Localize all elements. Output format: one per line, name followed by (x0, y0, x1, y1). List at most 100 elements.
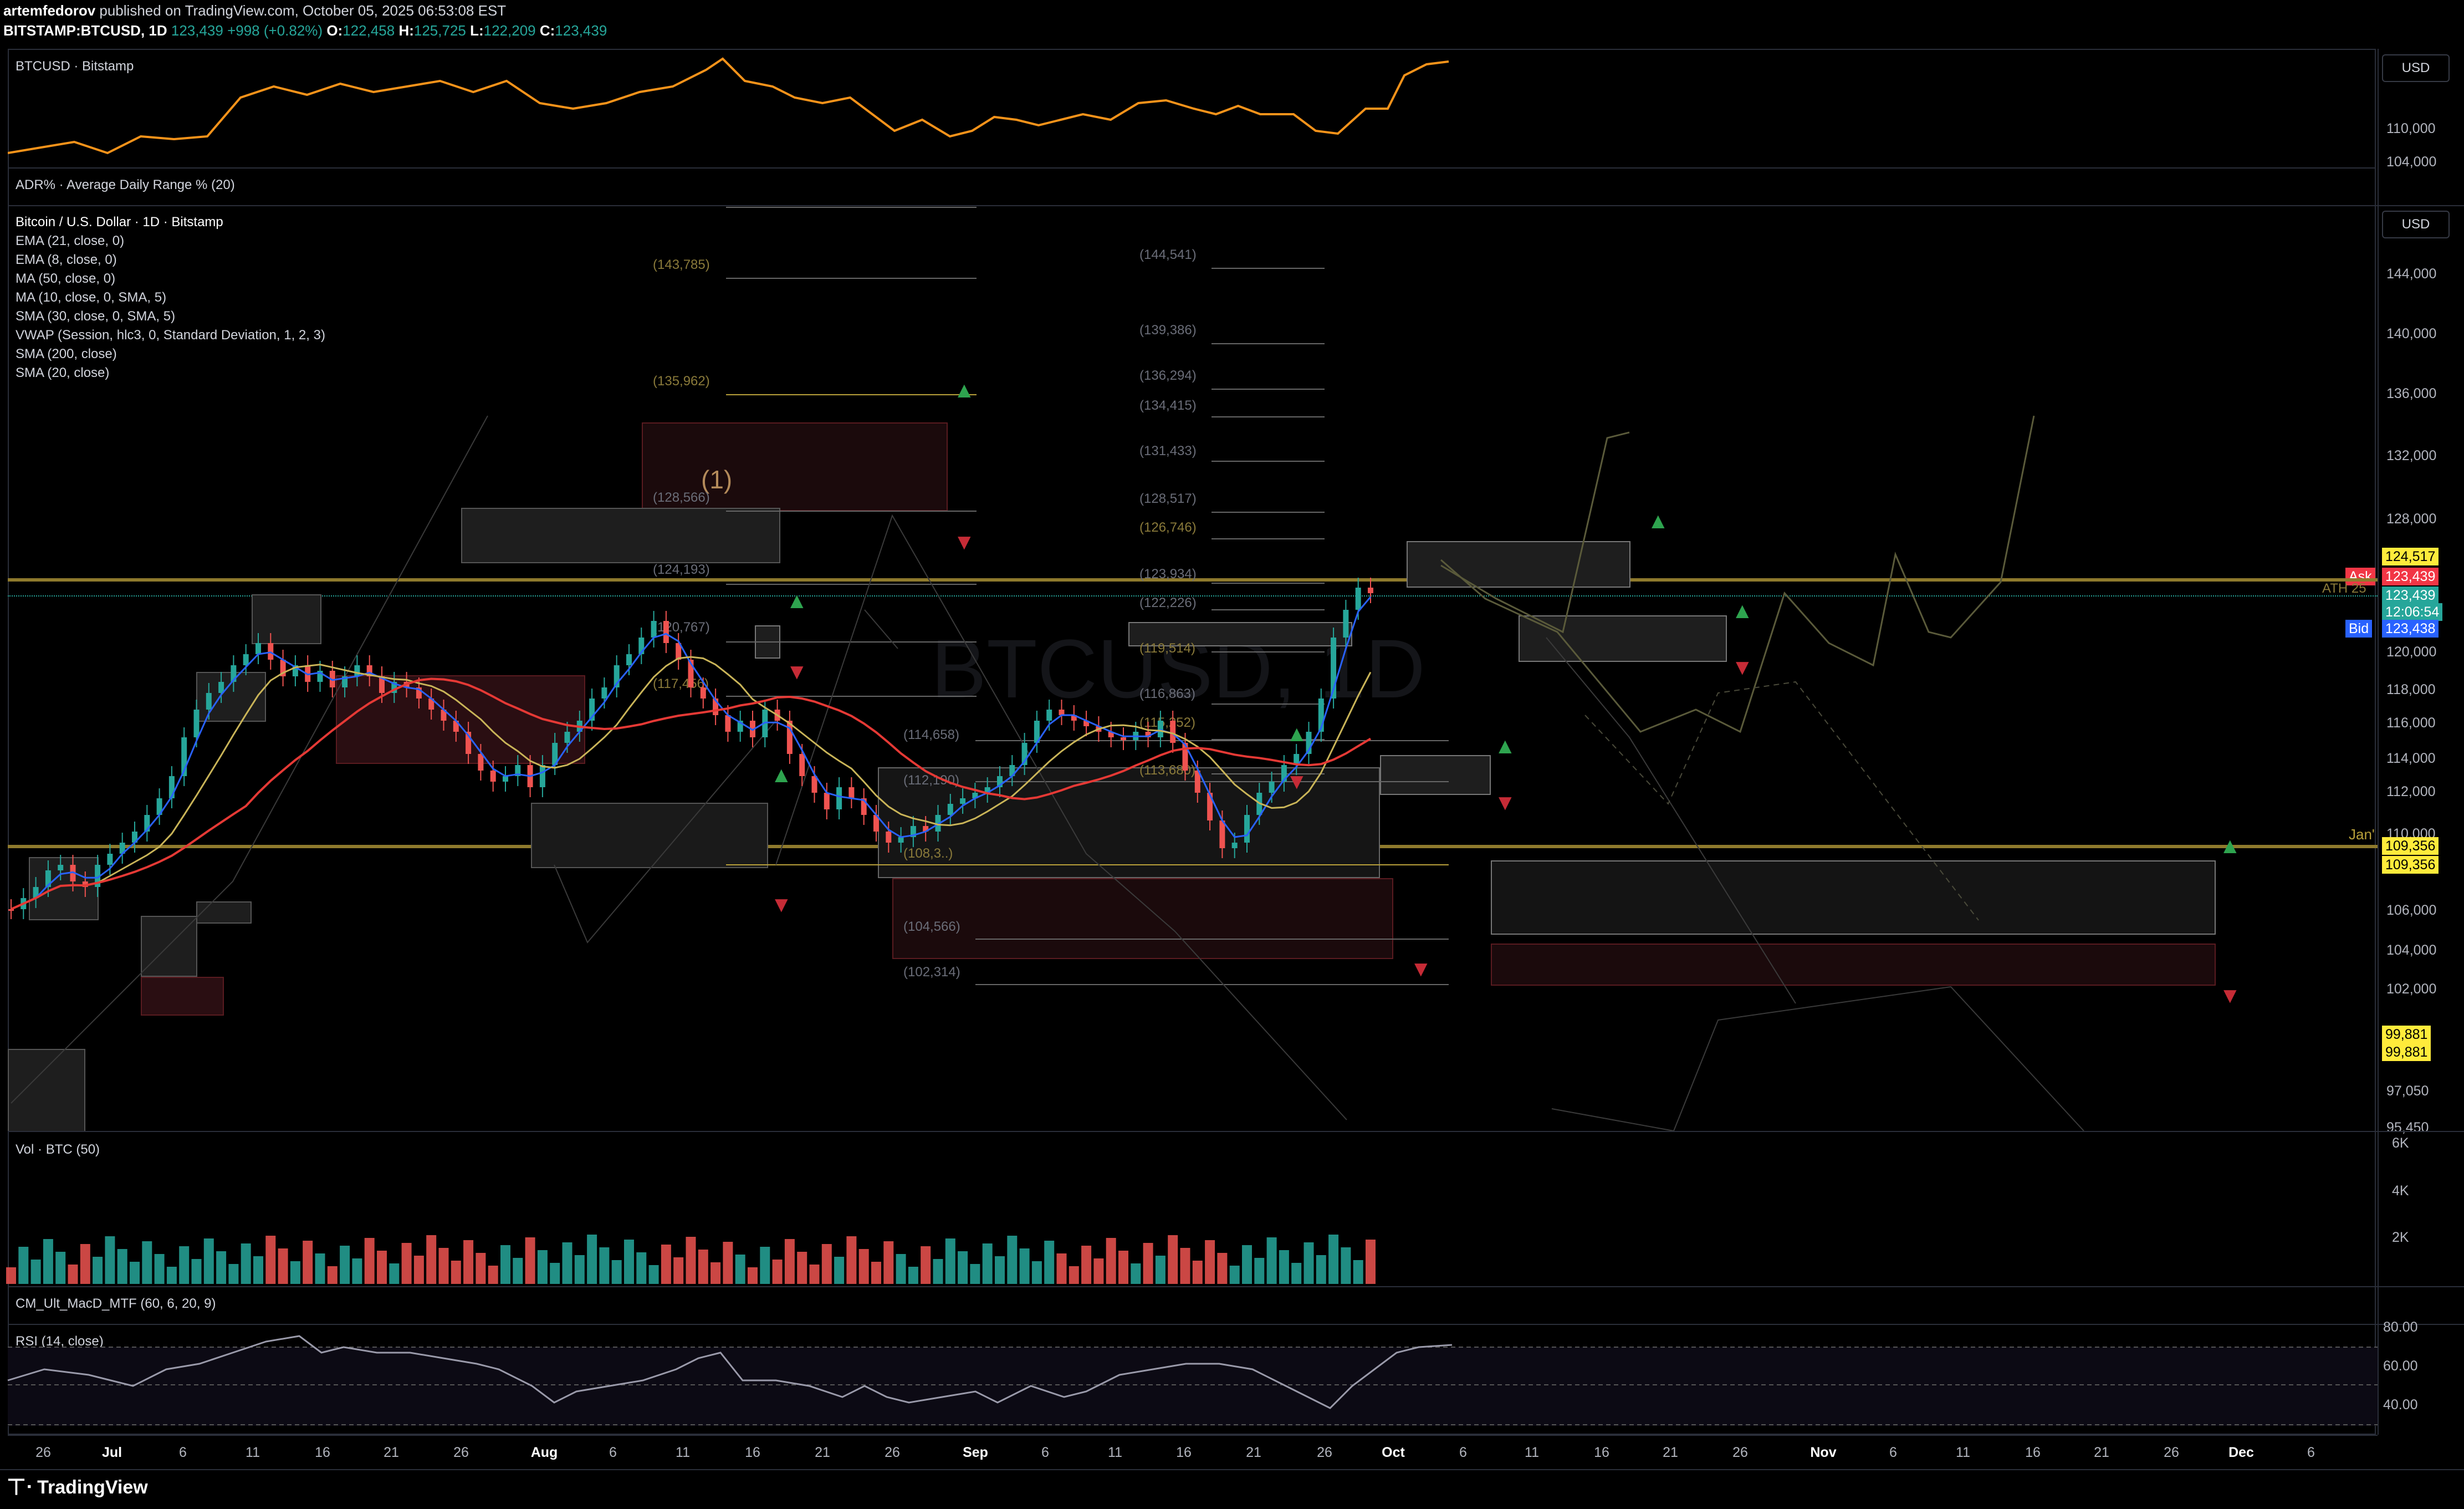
x-tick: 6 (1459, 1445, 1467, 1460)
range-box[interactable] (1380, 755, 1491, 795)
candle-body (1046, 710, 1052, 721)
volume-bar (809, 1265, 820, 1284)
up-arrow-icon: ▲ (1494, 734, 1516, 758)
candle-body (1083, 721, 1090, 726)
projection-box[interactable] (1407, 541, 1630, 588)
projection-box[interactable] (1519, 615, 1727, 662)
projection-box[interactable] (1491, 860, 2216, 935)
fib-label: (143,785) (653, 257, 710, 272)
red-zone[interactable] (892, 878, 1393, 959)
legend-vwap[interactable]: VWAP (Session, hlc3, 0, Standard Deviati… (16, 328, 325, 343)
target-zone-red[interactable] (642, 422, 948, 511)
volume-bar (1279, 1250, 1289, 1284)
author-name[interactable]: artemfedorov (3, 2, 96, 19)
fib-label: (135,962) (653, 374, 710, 389)
y-tick: 95,450 (2386, 1120, 2429, 1135)
publish-info: artemfedorov published on TradingView.co… (3, 2, 507, 19)
x-axis[interactable] (8, 1435, 2378, 1468)
candle-body (898, 837, 904, 843)
legend-ema8[interactable]: EMA (8, close, 0) (16, 252, 117, 267)
red-zone[interactable] (141, 977, 224, 1016)
range-box[interactable] (196, 901, 252, 924)
volume-bar (648, 1265, 659, 1284)
up-arrow-icon: ▲ (1647, 509, 1669, 533)
fib-label: (116,863) (1139, 686, 1195, 701)
volume-bar (1118, 1251, 1128, 1284)
volume-pane-label[interactable]: Vol · BTC (50) (16, 1142, 100, 1157)
symbol-label[interactable]: BITSTAMP:BTCUSD, 1D (3, 22, 167, 39)
candle-body (651, 621, 657, 638)
x-tick: 6 (2307, 1445, 2315, 1460)
volume-bar (451, 1261, 461, 1284)
down-arrow-icon: ▼ (770, 893, 793, 917)
range-box[interactable] (1128, 622, 1352, 646)
range-box[interactable] (8, 1049, 85, 1132)
legend-symbol[interactable]: Bitcoin / U.S. Dollar · 1D · Bitstamp (16, 215, 223, 230)
volume-bar (43, 1239, 53, 1284)
x-tick: 11 (1108, 1445, 1122, 1460)
range-box[interactable] (531, 803, 768, 868)
top-pane-label[interactable]: BTCUSD · Bitstamp (16, 59, 134, 74)
volume-bar (352, 1258, 362, 1284)
tradingview-logo[interactable]: ⊤ᐧ TradingView (7, 1475, 148, 1500)
volume-bar (290, 1261, 300, 1284)
volume-bar (154, 1254, 165, 1284)
volume-bar (68, 1265, 78, 1284)
candle-body (1219, 820, 1225, 848)
candle-body (972, 793, 978, 798)
x-tick: 11 (1525, 1445, 1539, 1460)
candle-body (725, 715, 731, 732)
volume-bar (537, 1250, 548, 1284)
candle-body (848, 787, 855, 798)
x-tick: Aug (530, 1445, 558, 1460)
volume-bar (241, 1243, 251, 1284)
candle-body (156, 798, 162, 815)
legend-ma50[interactable]: MA (50, close, 0) (16, 271, 116, 286)
legend-sma200[interactable]: SMA (200, close) (16, 346, 117, 361)
fib-label: (128,566) (653, 490, 710, 505)
legend-sma30[interactable]: SMA (30, close, 0, SMA, 5) (16, 309, 176, 324)
down-arrow-icon: ▼ (786, 660, 808, 684)
y-tick: 116,000 (2386, 715, 2436, 731)
volume-bar (587, 1235, 597, 1284)
support-tag: 109,356 (2382, 837, 2439, 855)
currency-button-main[interactable]: USD (2382, 211, 2450, 238)
legend-ma10[interactable]: MA (10, close, 0, SMA, 5) (16, 290, 167, 305)
rsi-pane-label[interactable]: RSI (14, close) (16, 1334, 104, 1349)
price-scale[interactable] (2378, 49, 2464, 1435)
volume-bar (1031, 1261, 1042, 1284)
volume-bar (945, 1238, 955, 1284)
x-tick: 16 (2025, 1445, 2041, 1460)
macd-pane-label[interactable]: CM_Ult_MacD_MTF (60, 6, 20, 9) (16, 1296, 216, 1311)
volume-bar (1266, 1237, 1277, 1284)
range-box[interactable] (461, 508, 780, 563)
legend-sma20[interactable]: SMA (20, close) (16, 365, 110, 380)
x-tick: 6 (1041, 1445, 1049, 1460)
candle-body (824, 793, 830, 809)
volume-bar (1316, 1255, 1326, 1284)
range-box[interactable] (252, 594, 321, 644)
down-arrow-icon: ▼ (1410, 957, 1432, 981)
bid-price: 123,438 (2382, 620, 2439, 638)
x-tick: 21 (815, 1445, 830, 1460)
candle-body (218, 682, 224, 693)
up-arrow-icon: ▲ (2219, 834, 2241, 858)
volume-bar (327, 1266, 338, 1284)
volume-bar (1328, 1235, 1339, 1284)
x-tick: 26 (453, 1445, 469, 1460)
legend-ema21[interactable]: EMA (21, close, 0) (16, 233, 125, 248)
red-zone[interactable] (1491, 944, 2216, 986)
vol-tick: 6K (2392, 1135, 2409, 1151)
volume-bar (1353, 1260, 1363, 1284)
candle-body (132, 832, 137, 843)
volume-bar (364, 1238, 375, 1284)
candle-body (589, 699, 595, 721)
adr-pane-label[interactable]: ADR% · Average Daily Range % (20) (16, 177, 235, 192)
fib-label: (119,514) (1139, 641, 1195, 656)
down-arrow-icon: ▼ (1286, 769, 1308, 794)
y-tick: 106,000 (2386, 903, 2437, 918)
range-box[interactable] (29, 857, 99, 920)
x-tick: 21 (2094, 1445, 2109, 1460)
currency-button-top[interactable]: USD (2382, 54, 2450, 82)
